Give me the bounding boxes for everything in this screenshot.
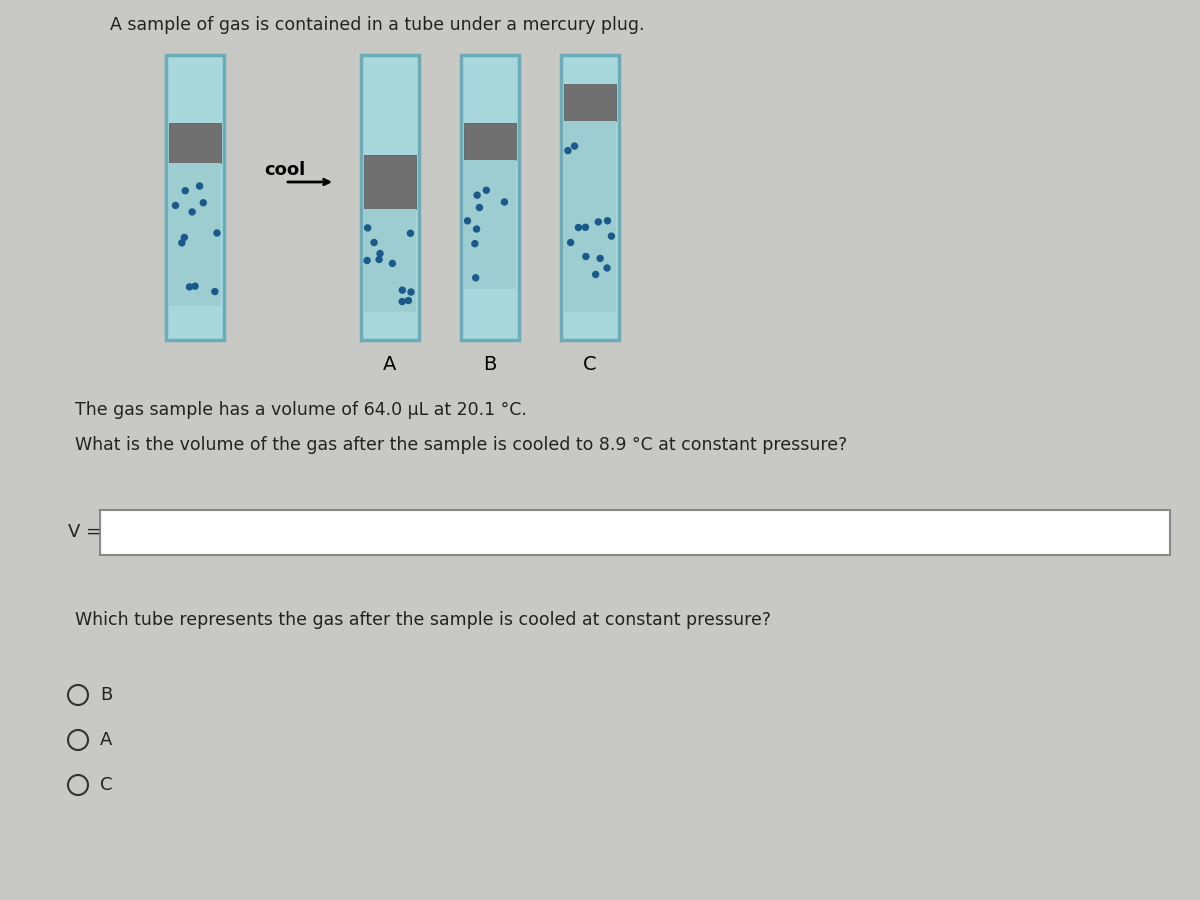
Circle shape xyxy=(595,219,601,225)
Circle shape xyxy=(408,230,414,237)
Circle shape xyxy=(179,240,185,246)
Circle shape xyxy=(502,199,508,205)
Circle shape xyxy=(200,200,206,206)
Circle shape xyxy=(364,257,370,264)
Circle shape xyxy=(484,187,490,194)
Circle shape xyxy=(605,218,611,224)
FancyBboxPatch shape xyxy=(100,510,1170,555)
Circle shape xyxy=(365,225,371,231)
Circle shape xyxy=(190,209,196,215)
Circle shape xyxy=(400,299,406,304)
Polygon shape xyxy=(361,55,419,340)
Circle shape xyxy=(192,284,198,289)
Circle shape xyxy=(182,188,188,194)
Polygon shape xyxy=(564,84,616,121)
Circle shape xyxy=(583,254,589,259)
Circle shape xyxy=(565,148,571,154)
Circle shape xyxy=(406,298,412,303)
Circle shape xyxy=(371,239,377,246)
Polygon shape xyxy=(364,155,416,209)
Circle shape xyxy=(472,240,478,247)
Text: cool: cool xyxy=(264,161,306,179)
Text: Which tube represents the gas after the sample is cooled at constant pressure?: Which tube represents the gas after the … xyxy=(74,611,772,629)
Text: A: A xyxy=(100,731,113,749)
Text: A: A xyxy=(383,355,397,374)
Circle shape xyxy=(568,239,574,246)
Polygon shape xyxy=(564,121,616,311)
Circle shape xyxy=(377,250,383,256)
Text: C: C xyxy=(583,355,596,374)
Text: B: B xyxy=(100,686,113,704)
Circle shape xyxy=(571,143,577,149)
Circle shape xyxy=(474,226,480,232)
Circle shape xyxy=(197,183,203,189)
Text: B: B xyxy=(484,355,497,374)
Circle shape xyxy=(214,230,220,236)
Polygon shape xyxy=(464,160,516,289)
Circle shape xyxy=(181,234,187,240)
Circle shape xyxy=(476,204,482,211)
Polygon shape xyxy=(169,123,221,163)
Polygon shape xyxy=(364,209,416,311)
Polygon shape xyxy=(461,55,520,340)
Text: The gas sample has a volume of 64.0 μL at 20.1 °C.: The gas sample has a volume of 64.0 μL a… xyxy=(74,401,527,419)
Polygon shape xyxy=(464,123,516,160)
Circle shape xyxy=(608,233,614,239)
Circle shape xyxy=(389,260,395,266)
Circle shape xyxy=(173,202,179,209)
Circle shape xyxy=(576,224,582,230)
Circle shape xyxy=(376,256,382,263)
Circle shape xyxy=(598,256,604,261)
Polygon shape xyxy=(562,55,619,340)
Circle shape xyxy=(474,192,480,198)
Text: V =: V = xyxy=(68,523,101,541)
Text: A sample of gas is contained in a tube under a mercury plug.: A sample of gas is contained in a tube u… xyxy=(110,16,644,34)
Text: C: C xyxy=(100,776,113,794)
Circle shape xyxy=(582,224,588,230)
Circle shape xyxy=(408,289,414,295)
Circle shape xyxy=(604,265,610,271)
Polygon shape xyxy=(169,163,221,306)
Circle shape xyxy=(593,272,599,277)
Circle shape xyxy=(473,274,479,281)
Circle shape xyxy=(464,218,470,224)
Circle shape xyxy=(400,287,406,293)
Text: What is the volume of the gas after the sample is cooled to 8.9 °C at constant p: What is the volume of the gas after the … xyxy=(74,436,847,454)
Circle shape xyxy=(186,284,192,290)
Circle shape xyxy=(212,289,218,294)
Polygon shape xyxy=(166,55,224,340)
